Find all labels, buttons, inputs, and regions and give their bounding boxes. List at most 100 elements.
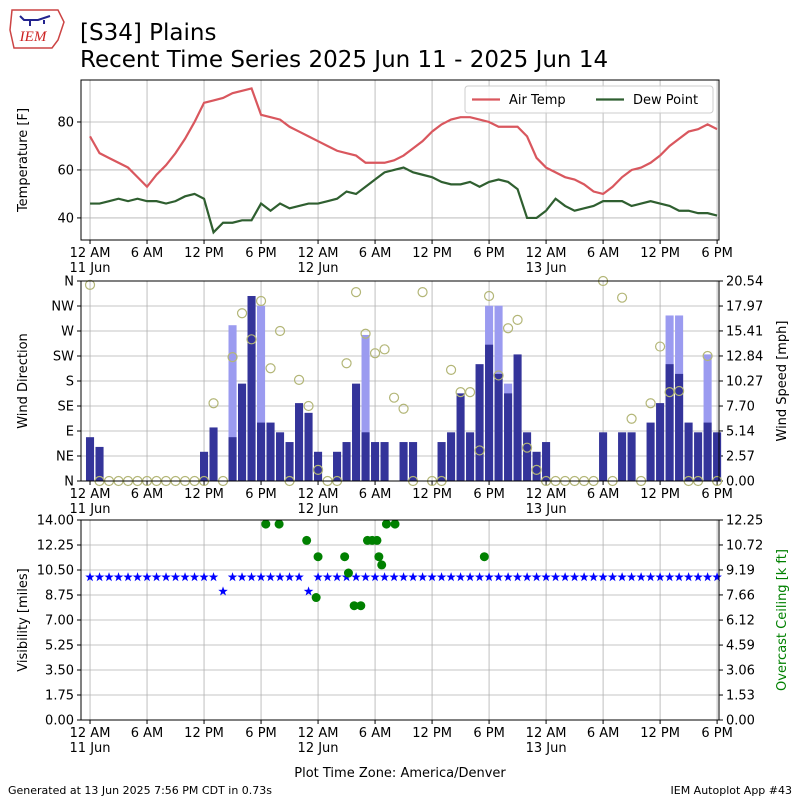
bar (466, 432, 475, 481)
x-tick-label: 6 PM (473, 246, 504, 261)
y-tick-label: 3.50 (45, 664, 74, 679)
bar (285, 442, 294, 481)
circle-marker (664, 387, 675, 398)
bar (371, 442, 380, 481)
star-marker (493, 572, 504, 582)
y-tick-label: 5.25 (45, 639, 74, 654)
bar (504, 393, 513, 481)
circle-marker (236, 308, 248, 319)
star-marker (360, 572, 371, 582)
star-marker (417, 572, 428, 582)
circle-marker (227, 352, 238, 363)
bar (95, 446, 104, 481)
bar (228, 325, 237, 481)
star-marker (303, 586, 314, 596)
dot-marker (377, 560, 387, 570)
y2-tick-label: 4.59 (726, 639, 755, 654)
y-tick-label: W (61, 325, 74, 340)
bar (200, 451, 209, 481)
footer-right: IEM Autoplot App #43 (671, 784, 793, 797)
y2-tick-label: 5.14 (726, 424, 755, 439)
star-marker (237, 572, 247, 582)
x-tick-label: 6 PM (701, 487, 732, 502)
dot-marker (356, 601, 366, 611)
bar (238, 383, 247, 481)
y-tick-label: SW (53, 350, 74, 365)
star-marker (123, 572, 133, 582)
x-tick-label: 12 AM (298, 487, 339, 502)
panel: 12 AM 6 AM 12 PM 6 PM 12 AM 6 AM 12 PM 6 PM 12 A… (16, 275, 790, 518)
x-tick-label: 12 PM (640, 246, 680, 261)
star-marker (256, 572, 266, 582)
x-tick-label: 6 AM (587, 726, 620, 741)
legend: Air Temp Dew Point (464, 85, 714, 114)
bar (684, 422, 693, 481)
bar (380, 442, 389, 481)
y-tick-label: NE (56, 450, 74, 465)
bar (361, 334, 370, 481)
line-series (89, 87, 718, 196)
bar (456, 393, 465, 481)
star-marker (151, 572, 162, 582)
dot-marker (343, 568, 353, 578)
x-date-label: 11 Jun (70, 502, 111, 517)
y-axis-label: Wind Direction (16, 333, 31, 429)
title: [S34] Plains (80, 20, 216, 46)
y2-tick-label: 12.84 (726, 349, 763, 364)
y2-tick-label: 17.97 (726, 300, 763, 315)
circle-marker (350, 287, 362, 298)
y2-tick-label: 6.12 (726, 614, 755, 629)
y-tick-label: 7.00 (45, 614, 74, 629)
y2-tick-label: 2.57 (726, 449, 755, 464)
bar (447, 432, 456, 481)
logo: IEM (9, 9, 65, 49)
circle-marker (360, 328, 371, 339)
x-axis-label: Plot Time Zone: America/Denver (294, 766, 506, 781)
bar (85, 437, 95, 481)
star-marker (693, 572, 703, 582)
star-marker (284, 572, 295, 582)
x-tick-label: 6 PM (473, 726, 504, 741)
star-marker (655, 572, 665, 582)
y-tick-label: SE (58, 400, 74, 415)
circle-marker (702, 350, 713, 362)
circle-marker (398, 403, 409, 414)
x-tick-label: 12 AM (526, 726, 567, 741)
circle-marker (474, 445, 485, 456)
y2-axis-label: Overcast Ceiling [k ft] (775, 549, 790, 691)
star-marker (351, 572, 361, 582)
star-marker (598, 572, 608, 582)
y-tick-label: 80 (57, 115, 74, 130)
bar (646, 422, 655, 481)
bar (333, 451, 342, 481)
bar (694, 432, 703, 481)
dot-marker (311, 593, 321, 603)
legend-box (464, 85, 714, 114)
x-date-label: 11 Jun (70, 261, 111, 276)
dot-marker (372, 535, 382, 545)
bar (266, 422, 275, 481)
y-tick-label: 10.50 (37, 564, 74, 579)
x-tick-label: 12 PM (184, 726, 224, 741)
dot-marker (390, 519, 400, 529)
circle-marker (464, 387, 476, 398)
line-series (90, 166, 718, 235)
x-tick-label: 12 AM (298, 726, 339, 741)
circle-marker (379, 344, 390, 355)
star-marker (427, 572, 437, 582)
legend-label: Dew Point (633, 93, 698, 108)
star-marker (85, 572, 95, 582)
dot-marker (479, 552, 489, 562)
plot-area (85, 519, 722, 611)
star-marker (313, 572, 323, 582)
bar (257, 305, 266, 481)
x-tick-label: 6 AM (587, 246, 620, 261)
y-tick-label: 40 (57, 211, 74, 226)
dot-marker (302, 535, 312, 545)
bar (257, 422, 266, 481)
circle-marker (512, 314, 523, 325)
bar (703, 422, 712, 481)
bar (399, 442, 408, 481)
star-marker (550, 572, 561, 582)
dot-marker (274, 519, 284, 529)
